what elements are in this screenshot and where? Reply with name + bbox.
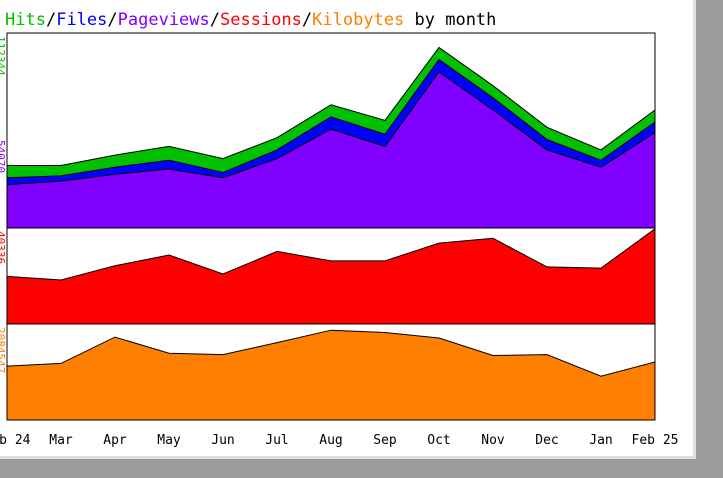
title-part-2: Files xyxy=(56,10,107,30)
bottom-bevel-dark xyxy=(0,458,723,478)
title-part-4: Pageviews xyxy=(118,10,210,30)
title-part-3: / xyxy=(107,10,117,30)
x-tick-feb-25: Feb 25 xyxy=(632,433,679,448)
hits-line xyxy=(7,46,656,166)
x-tick-dec: Dec xyxy=(535,433,558,448)
kilobytes-area xyxy=(7,330,655,420)
pageviews-area xyxy=(7,71,655,228)
x-tick-nov: Nov xyxy=(481,433,505,448)
x-tick-may: May xyxy=(157,433,181,448)
x-tick-jun: Jun xyxy=(211,433,234,448)
right-bevel-dark xyxy=(693,0,723,478)
kilobytes-line xyxy=(6,329,656,377)
pageviews-line xyxy=(6,71,656,186)
sessions-max-label: 40336 xyxy=(0,231,7,264)
title-part-9: by month xyxy=(404,10,496,30)
kilobytes-max-label: 2084547 xyxy=(0,327,7,373)
x-tick-jan: Jan xyxy=(589,433,612,448)
x-tick-feb-24: Feb 24 xyxy=(0,433,31,448)
title-part-0: Hits xyxy=(5,10,46,30)
pageviews-mid-label: 54070 xyxy=(0,140,7,173)
x-axis-month-labels: Feb 24 Mar Apr May Jun Jul Aug Sep Oct Nov Dec Jan F… xyxy=(0,433,678,448)
files-line xyxy=(6,58,656,179)
chart-title: Hits/Files/Pageviews/Sessions/Kilobytes … xyxy=(5,10,496,30)
title-part-5: / xyxy=(210,10,220,30)
title-part-1: / xyxy=(46,10,56,30)
sessions-panel xyxy=(6,227,656,325)
hits-files-pageviews-panel xyxy=(6,32,656,229)
right-bevel-edge xyxy=(693,0,696,468)
hits-max-label: 112344 xyxy=(0,36,7,76)
x-tick-jul: Jul xyxy=(265,433,288,448)
bottom-bevel-edge xyxy=(0,456,696,459)
title-part-8: Kilobytes xyxy=(312,10,404,30)
title-part-7: / xyxy=(302,10,312,30)
sessions-area xyxy=(7,228,655,324)
x-tick-oct: Oct xyxy=(427,433,450,448)
x-tick-sep: Sep xyxy=(373,433,397,448)
x-tick-aug: Aug xyxy=(319,433,342,448)
title-part-6: Sessions xyxy=(220,10,302,30)
sessions-line xyxy=(6,228,656,281)
x-tick-apr: Apr xyxy=(103,433,127,448)
kilobytes-panel xyxy=(6,323,656,421)
x-tick-mar: Mar xyxy=(49,433,73,448)
panel-2-border xyxy=(6,323,656,421)
